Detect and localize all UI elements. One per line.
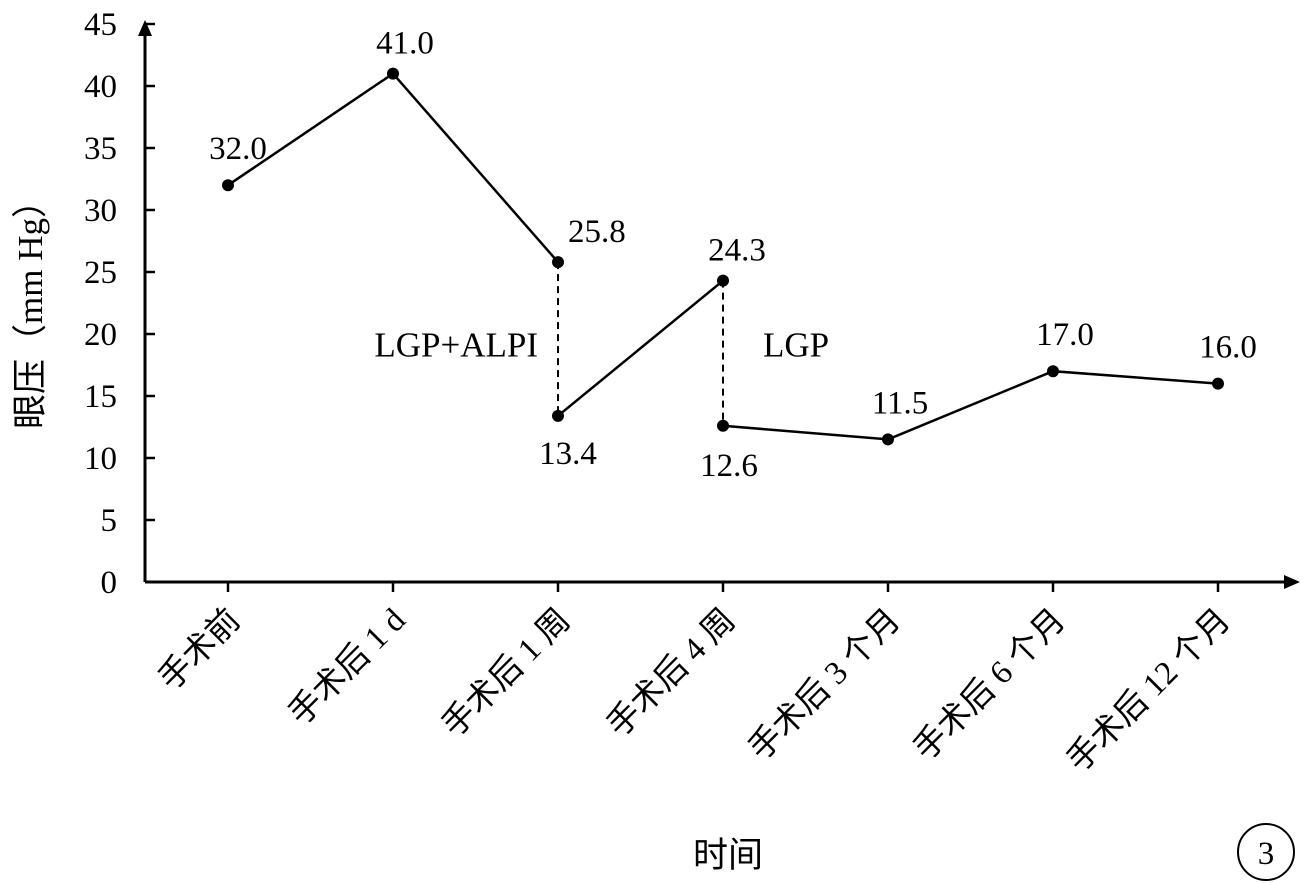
data-label: 11.5	[872, 385, 929, 421]
data-label: 41.0	[376, 26, 434, 62]
x-axis-arrow	[1284, 575, 1300, 589]
x-tick-label: 手术后 3 个月	[741, 601, 907, 767]
y-tick-label: 10	[84, 441, 117, 477]
series-line	[557, 279, 724, 417]
panel-label: 3	[1237, 823, 1295, 881]
data-label: 13.4	[539, 436, 597, 472]
data-points	[222, 67, 1224, 446]
data-point	[552, 409, 564, 422]
series-line	[722, 369, 1219, 441]
data-point	[1047, 365, 1059, 378]
data-point	[387, 67, 399, 80]
x-tick-label: 手术前	[151, 601, 247, 697]
x-tick-label: 手术后 6 个月	[906, 601, 1072, 767]
axes	[138, 20, 1300, 589]
data-point	[552, 256, 564, 269]
y-axis-ticks: 0 5 10 15 20 25 30 35 40 45	[84, 7, 155, 601]
annotation-label: LGP	[763, 325, 829, 364]
panel-label-circle	[1237, 823, 1295, 881]
annotations: LGP+ALPI LGP	[374, 325, 829, 364]
data-label: 17.0	[1036, 317, 1094, 353]
data-point	[1212, 377, 1224, 390]
x-tick-label: 手术后 1 d	[281, 601, 413, 733]
data-point	[882, 433, 894, 446]
y-tick-label: 15	[84, 379, 117, 415]
data-point	[717, 419, 729, 432]
data-label: 16.0	[1199, 330, 1257, 366]
data-label: 25.8	[568, 214, 626, 250]
y-axis-arrow	[138, 20, 152, 36]
x-tick-label: 手术后 12 个月	[1060, 601, 1238, 779]
y-tick-label: 0	[101, 565, 118, 601]
y-axis-title: 眼压（mm Hg）	[11, 183, 50, 429]
y-tick-label: 30	[84, 193, 117, 229]
annotation-label: LGP+ALPI	[374, 325, 538, 364]
x-tick-label: 手术后 4 周	[600, 601, 743, 744]
data-label: 12.6	[700, 448, 758, 484]
data-labels: 32.0 41.0 25.8 13.4 24.3 12.6 11.5 17.0 16.0	[209, 26, 1257, 484]
data-label: 32.0	[209, 131, 267, 167]
data-label: 24.3	[708, 233, 766, 269]
dashed-drop-lines	[557, 262, 724, 426]
y-tick-label: 45	[84, 7, 117, 43]
data-point	[717, 274, 729, 287]
x-axis-ticks: 手术前 手术后 1 d 手术后 1 周手术后 4 周手术后 3 个月 手术后 6 个月…	[151, 582, 1238, 779]
y-tick-label: 35	[84, 131, 117, 167]
panel-label-text: 3	[1258, 836, 1275, 872]
y-tick-label: 5	[101, 503, 118, 539]
data-point	[222, 179, 234, 192]
x-tick-label: 手术后 1 周	[435, 601, 578, 744]
y-tick-label: 40	[84, 69, 117, 105]
x-axis-title: 时间	[693, 836, 763, 875]
y-tick-label: 20	[84, 317, 117, 353]
y-tick-label: 25	[84, 255, 117, 291]
series-line	[227, 71, 559, 263]
